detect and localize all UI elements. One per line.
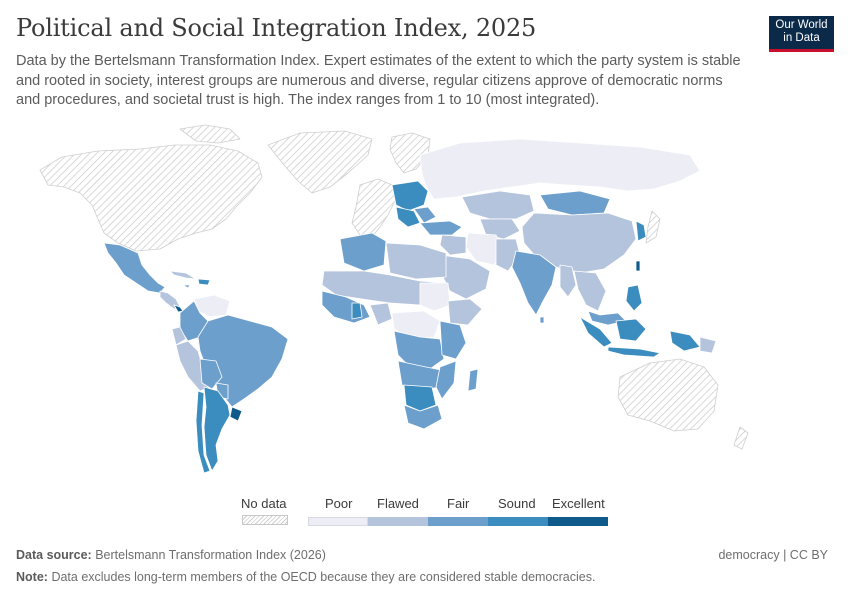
legend-label-sound: Sound [498, 496, 536, 511]
region-ethiopia-horn[interactable] [447, 298, 483, 326]
region-indonesia-sumatra[interactable] [579, 316, 613, 348]
world-map[interactable] [0, 115, 850, 490]
region-south-africa[interactable] [403, 404, 443, 430]
region-new-zealand[interactable] [733, 426, 749, 450]
region-jamaica[interactable] [182, 284, 191, 289]
region-libya-egypt[interactable] [385, 242, 447, 280]
region-china[interactable] [521, 212, 637, 274]
region-central-asia[interactable] [479, 218, 521, 240]
region-central-africa[interactable] [391, 310, 441, 340]
chart-title: Political and Social Integration Index, … [16, 14, 537, 42]
logo-line-1: Our World [775, 19, 828, 31]
region-australia[interactable] [617, 358, 719, 432]
legend-swatch-excellent [548, 517, 608, 526]
region-indonesia-java[interactable] [607, 346, 661, 358]
region-east-africa[interactable] [439, 320, 467, 360]
region-belarus-ukraine[interactable] [391, 180, 429, 212]
legend-label-excellent: Excellent [552, 496, 605, 511]
region-balkans[interactable] [395, 206, 421, 228]
region-western-europe[interactable] [351, 178, 397, 238]
region-mongolia[interactable] [539, 190, 611, 216]
region-ghana[interactable] [351, 302, 363, 320]
legend-swatch-poor [308, 517, 368, 526]
region-japan[interactable] [645, 210, 661, 244]
region-dominican-republic[interactable] [197, 278, 211, 286]
legend-no-data-swatch [242, 515, 288, 525]
region-russia[interactable] [419, 138, 701, 200]
region-greenland[interactable] [267, 130, 373, 194]
region-morocco-algeria[interactable] [339, 232, 387, 272]
note-text: Data excludes long-term members of the O… [51, 570, 596, 584]
legend-swatch-flawed [368, 517, 428, 526]
region-argentina[interactable] [203, 386, 231, 472]
region-korea[interactable] [635, 220, 647, 242]
region-chile[interactable] [195, 390, 211, 474]
legend-swatch-sound [488, 517, 548, 526]
map-legend: No data Poor Flawed Fair Sound Excellent [0, 496, 850, 536]
legend-no-data-label: No data [241, 496, 287, 511]
region-sri-lanka[interactable] [539, 316, 545, 324]
data-source: Data source: Bertelsmann Transformation … [16, 548, 326, 562]
region-papua-new-guinea[interactable] [699, 336, 717, 354]
note-label: Note: [16, 570, 48, 584]
region-indochina[interactable] [573, 270, 607, 312]
region-scandinavia[interactable] [389, 132, 431, 174]
region-arctic-islands[interactable] [179, 124, 241, 144]
region-congo-drc[interactable] [393, 330, 445, 370]
region-iraq-syria[interactable] [439, 234, 467, 256]
region-mozambique[interactable] [435, 360, 457, 400]
region-romania-bulgaria[interactable] [413, 206, 437, 224]
logo-line-2: in Data [783, 32, 820, 44]
region-taiwan[interactable] [635, 260, 641, 272]
region-nigeria[interactable] [369, 302, 393, 326]
chart-subtitle: Data by the Bertelsmann Transformation I… [16, 53, 741, 108]
region-turkey[interactable] [419, 220, 463, 236]
chart-note: Note: Data excludes long-term members of… [16, 570, 595, 584]
data-source-label: Data source: [16, 548, 92, 562]
owid-logo[interactable]: Our World in Data [769, 16, 834, 52]
region-philippines[interactable] [625, 284, 643, 312]
region-ecuador[interactable] [171, 326, 187, 346]
region-papua[interactable] [669, 330, 701, 352]
legend-label-flawed: Flawed [377, 496, 419, 511]
region-north-america[interactable] [39, 144, 263, 252]
region-myanmar[interactable] [559, 264, 577, 298]
legend-label-fair: Fair [447, 496, 470, 511]
region-madagascar[interactable] [467, 368, 479, 392]
license-text[interactable]: democracy | CC BY [718, 548, 828, 562]
region-mexico[interactable] [103, 242, 166, 294]
region-indonesia-borneo-sulawesi[interactable] [615, 318, 647, 342]
region-kazakhstan[interactable] [461, 190, 535, 220]
region-cuba[interactable] [169, 270, 197, 280]
region-sudan[interactable] [419, 282, 451, 312]
region-india[interactable] [511, 250, 557, 316]
region-uruguay[interactable] [229, 406, 243, 422]
region-arabia[interactable] [439, 254, 491, 300]
data-source-text[interactable]: Bertelsmann Transformation Index (2026) [95, 548, 326, 562]
legend-label-poor: Poor [325, 496, 353, 511]
legend-swatch-fair [428, 517, 488, 526]
